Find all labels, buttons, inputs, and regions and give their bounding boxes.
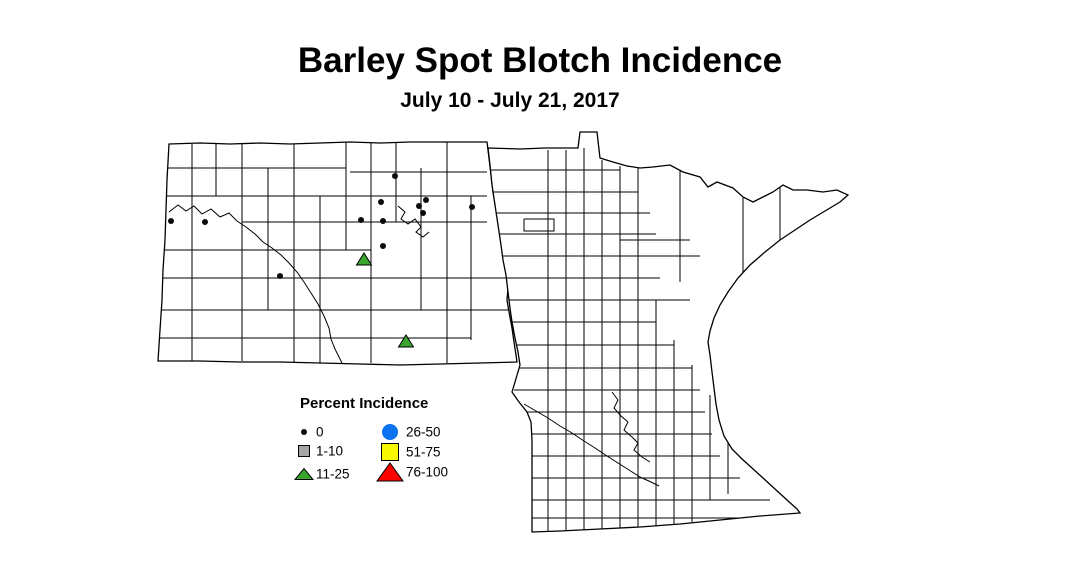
map-markers — [168, 173, 475, 348]
map-marker-11-25 — [397, 334, 415, 348]
mississippi-river-line — [611, 391, 651, 463]
map-marker-0 — [378, 199, 384, 205]
minnesota-map — [487, 131, 850, 533]
legend-title: Percent Incidence — [300, 395, 428, 412]
map-marker-0 — [358, 217, 364, 223]
legend-symbol-dot — [301, 429, 307, 435]
legend-item: 1-10 — [298, 444, 343, 459]
legend-items: 0 1-10 11-25 26-50 51-75 76-100 — [293, 424, 448, 482]
map-marker-0 — [277, 273, 283, 279]
north-dakota-map — [157, 141, 518, 366]
legend-item: 51-75 — [381, 443, 441, 461]
map-marker-0 — [423, 197, 429, 203]
legend-symbol-circle — [382, 424, 398, 440]
legend-label: 51-75 — [406, 445, 441, 460]
legend-label: 0 — [316, 425, 324, 440]
minnesota-river-line — [523, 403, 660, 487]
legend-item: 11-25 — [293, 467, 350, 482]
map-marker-0 — [420, 210, 426, 216]
missouri-river-line — [168, 204, 343, 364]
legend-label: 26-50 — [406, 425, 441, 440]
minnesota-county-lines — [488, 148, 790, 531]
legend-symbol-square — [298, 445, 310, 457]
legend: Percent Incidence 0 1-10 11-25 26-50 51-75 76… — [293, 395, 448, 482]
map-marker-11-25 — [355, 252, 373, 266]
map-marker-0 — [168, 218, 174, 224]
legend-label: 76-100 — [406, 465, 448, 480]
legend-symbol-triangle — [293, 467, 315, 480]
map-marker-0 — [380, 243, 386, 249]
north-dakota-outline — [157, 141, 518, 366]
map-marker-0 — [202, 219, 208, 225]
legend-item: 0 — [301, 425, 324, 440]
devils-lake-line — [397, 205, 430, 238]
legend-item: 76-100 — [376, 462, 448, 482]
legend-symbol-square — [381, 443, 399, 461]
legend-label: 1-10 — [316, 444, 343, 459]
page-title: Barley Spot Blotch Incidence — [298, 41, 782, 80]
map-marker-0 — [469, 204, 475, 210]
north-dakota-county-lines — [158, 142, 514, 363]
minnesota-outline — [487, 131, 850, 533]
subtitle: July 10 - July 21, 2017 — [400, 89, 619, 112]
legend-symbol-triangle — [376, 462, 404, 482]
legend-item: 26-50 — [382, 424, 441, 440]
map-marker-0 — [416, 203, 422, 209]
map-marker-0 — [380, 218, 386, 224]
map-marker-0 — [392, 173, 398, 179]
legend-label: 11-25 — [316, 467, 350, 482]
